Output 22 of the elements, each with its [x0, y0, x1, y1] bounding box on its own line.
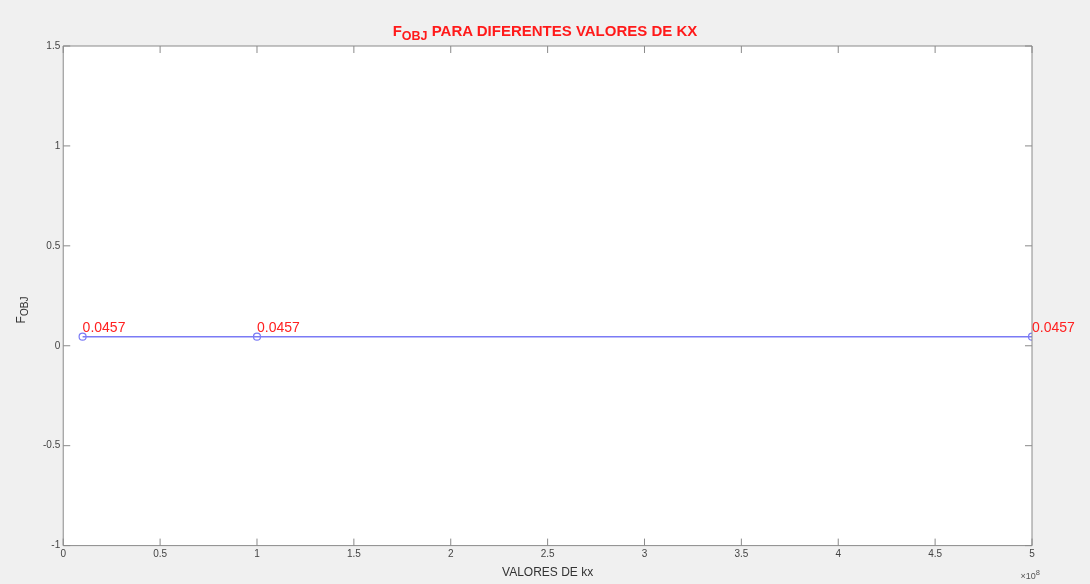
x-tick-label: 2 [447, 548, 454, 560]
y-tick-label: 0 [54, 339, 61, 351]
text: ×10$^{8}$ [1020, 568, 1040, 581]
y-tick-label: -1 [51, 539, 61, 551]
data-label: 0.0457 [1032, 319, 1076, 336]
y-tick-label: 1 [54, 139, 61, 151]
y-tick-label: 0.5 [46, 239, 61, 251]
x-tick-label: 4 [835, 548, 842, 560]
x-tick-label: 2.5 [540, 548, 555, 560]
data-label: 0.0457 [82, 319, 126, 336]
x-tick-label: 1 [254, 548, 261, 560]
y-tick-label: -0.5 [43, 439, 61, 451]
x-tick-label: 3.5 [734, 548, 749, 560]
x-tick-label: 5 [1029, 548, 1036, 560]
chart-title: F$_{OBJ}$ PARA DIFERENTES VALORES DE KX [392, 22, 698, 43]
y-tick-label: 1.5 [46, 39, 61, 51]
x-axis-title: VALORES DE kx [502, 565, 594, 580]
x-tick-label: 1.5 [346, 548, 362, 560]
x-tick-label: 3 [641, 548, 648, 560]
data-label: 0.0457 [256, 319, 301, 336]
x-tick-label: 4.5 [928, 548, 943, 560]
x-tick-label: 0.5 [153, 548, 168, 560]
